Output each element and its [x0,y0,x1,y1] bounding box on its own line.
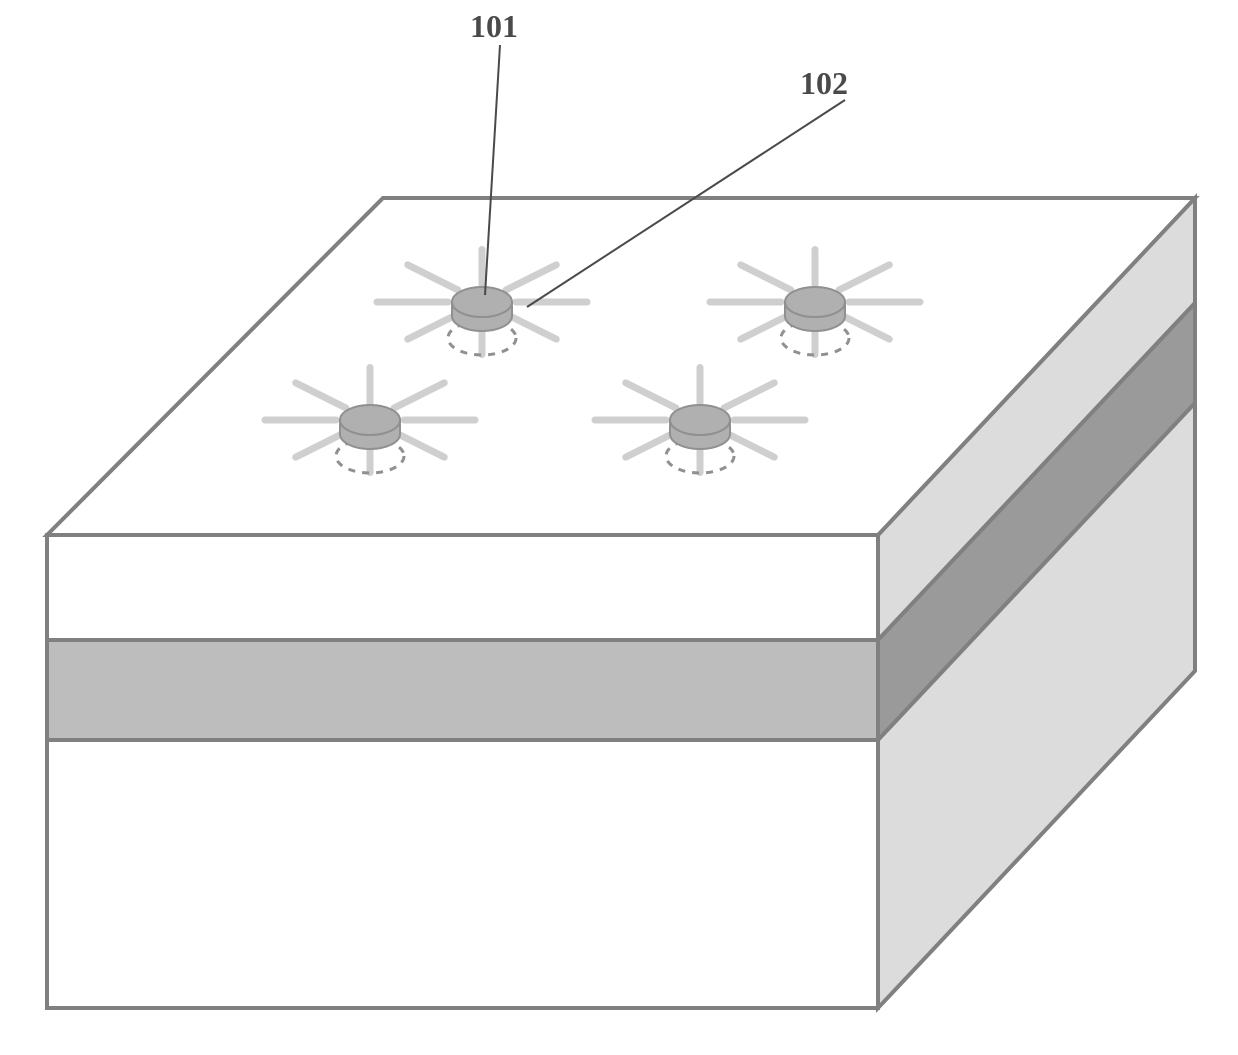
diagram-svg [0,0,1238,1055]
disc-top [452,287,512,317]
front-band-top [47,535,878,640]
front-band-mid [47,640,878,740]
disc-top [340,405,400,435]
figure: 101 102 [0,0,1238,1055]
disc-4 [595,368,805,474]
disc-top [785,287,845,317]
label-102: 102 [800,65,848,102]
disc-top [670,405,730,435]
disc-2 [710,250,920,356]
label-101: 101 [470,8,518,45]
front-band-bot [47,740,878,1008]
disc-1 [377,250,587,356]
disc-3 [265,368,475,474]
